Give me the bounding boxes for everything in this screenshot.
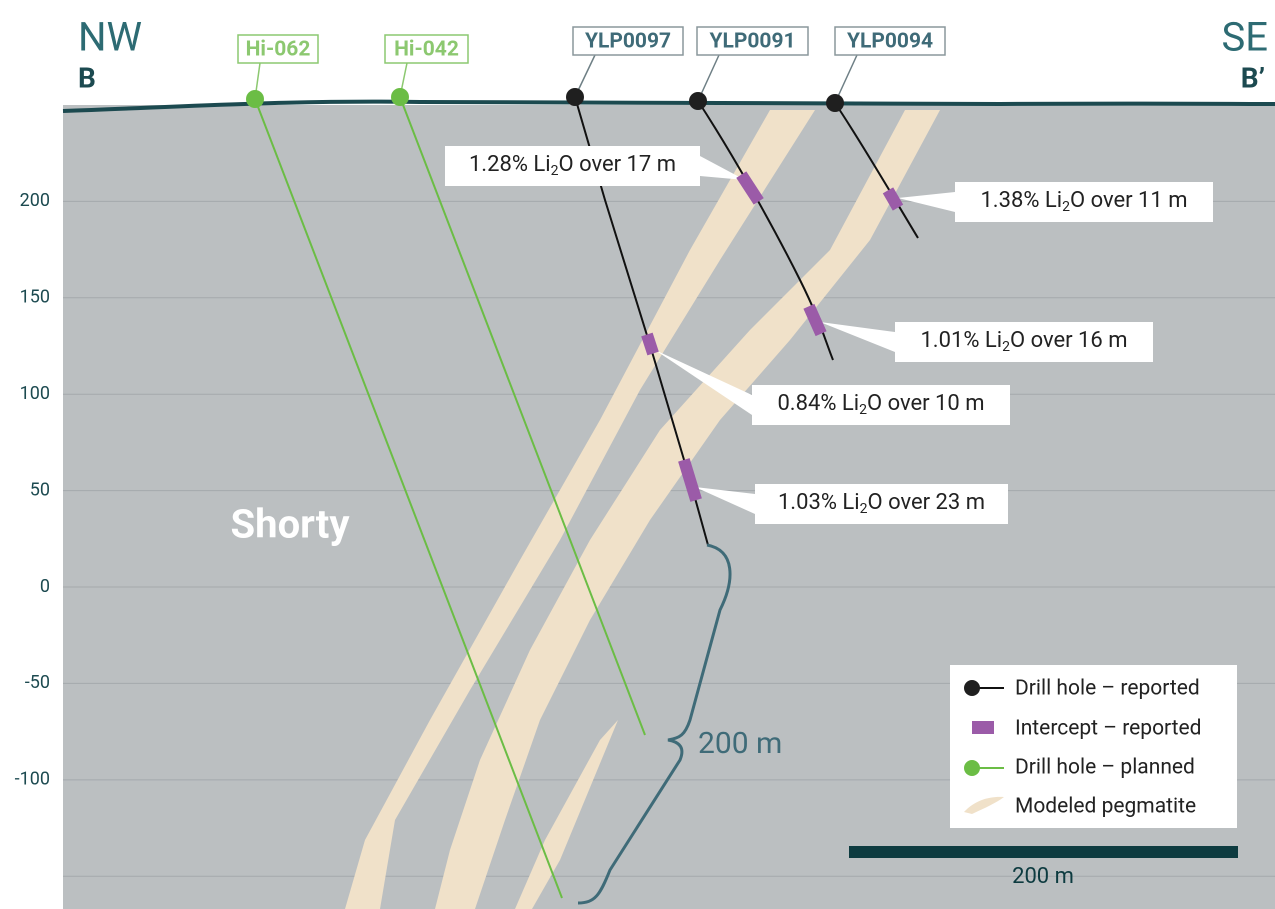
- drill-hole-collar: [391, 88, 409, 106]
- drill-hole-trace: [399, 96, 646, 736]
- y-tick-label: -50: [25, 672, 50, 693]
- label-leader: [695, 487, 755, 514]
- hole-label-box: [834, 26, 946, 56]
- intercept: [803, 303, 827, 337]
- y-tick-label: 200: [20, 190, 50, 211]
- scale-bar: [849, 846, 1238, 858]
- label-box: [955, 182, 1213, 222]
- drill-hole-trace: [254, 98, 563, 899]
- section-right: B’: [1241, 61, 1265, 94]
- label-leader: [655, 350, 752, 415]
- intercept: [882, 187, 904, 211]
- drill-hole-trace: [834, 102, 919, 239]
- legend-dot: [964, 680, 980, 696]
- intercept-label: 1.03% Li2O over 23 m: [778, 490, 985, 517]
- label-box: [755, 484, 1008, 524]
- drill-hole-trace: [697, 100, 834, 361]
- y-tick-label: -100: [15, 769, 50, 790]
- hole-label: Hi-042: [394, 38, 459, 62]
- y-tick-label: 50: [30, 479, 50, 500]
- hole-label: YLP0091: [709, 30, 795, 54]
- intercept: [678, 458, 702, 502]
- legend-label: Drill hole – reported: [1015, 677, 1200, 701]
- label-box: [752, 385, 1010, 425]
- legend-label: Modeled pegmatite: [1015, 795, 1196, 819]
- bracket-label: 200 m: [698, 726, 782, 761]
- legend-label: Drill hole – planned: [1015, 756, 1195, 780]
- drill-hole-collar: [689, 92, 707, 110]
- direction-left: NW: [78, 14, 142, 61]
- intercept: [641, 332, 659, 356]
- intercept-label: 1.28% Li2O over 17 m: [469, 152, 676, 179]
- scale-bar-label: 200 m: [1012, 864, 1074, 889]
- hole-label-box: [237, 34, 319, 64]
- label-leader: [820, 322, 895, 352]
- hole-label: YLP0094: [847, 30, 933, 54]
- hole-label: Hi-062: [246, 38, 311, 62]
- depth-bracket: [577, 543, 732, 905]
- direction-right: SE: [1222, 14, 1268, 61]
- hole-label-box: [384, 34, 469, 64]
- legend: Drill hole – reported Intercept – report…: [950, 665, 1237, 828]
- hole-label-box: [572, 26, 684, 56]
- intercept-label: 1.38% Li2O over 11 m: [980, 188, 1187, 215]
- area-label: Shorty: [231, 501, 351, 548]
- label-leader: [700, 156, 745, 180]
- hole-label: YLP0097: [585, 30, 671, 54]
- intercept-label: 0.84% Li2O over 10 m: [777, 391, 984, 418]
- intercept: [736, 171, 764, 205]
- label-leader: [898, 192, 955, 212]
- legend-label: Intercept – reported: [1015, 717, 1202, 741]
- y-tick-label: 150: [20, 287, 50, 308]
- y-tick-label: 0: [40, 576, 50, 597]
- intercept-label: 1.01% Li2O over 16 m: [920, 328, 1127, 355]
- drill-hole-collar: [566, 88, 584, 106]
- legend-dot: [964, 760, 980, 776]
- drill-hole-collar: [826, 94, 844, 112]
- drill-hole-collar: [246, 90, 264, 108]
- legend-intercept: [972, 721, 994, 734]
- legend-pegmatite: [964, 796, 1004, 814]
- hole-label-box: [696, 26, 809, 56]
- label-box: [445, 146, 700, 186]
- y-tick-label: 100: [20, 383, 50, 404]
- section-left: B: [78, 61, 96, 94]
- label-box: [895, 322, 1153, 362]
